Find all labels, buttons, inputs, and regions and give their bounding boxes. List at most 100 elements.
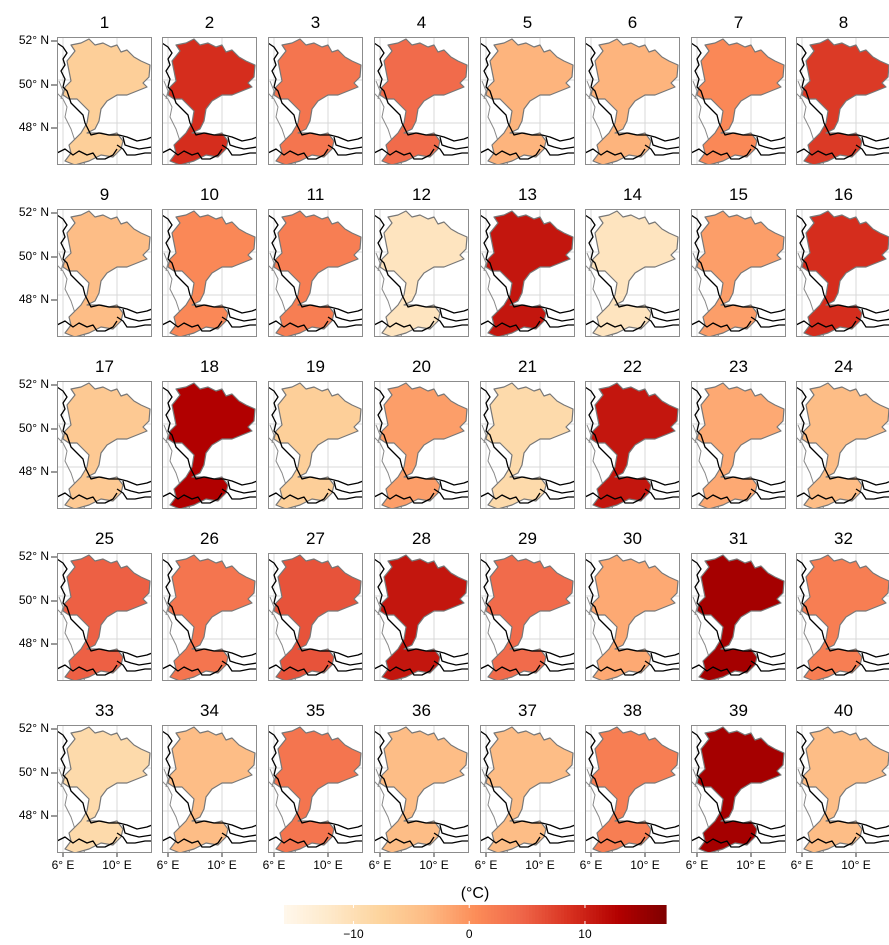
colorbar-segment xyxy=(325,905,330,924)
map-panel: 12 xyxy=(374,185,469,337)
map-panel: 28 xyxy=(374,529,469,681)
colorbar-segment xyxy=(516,905,521,924)
border-line xyxy=(57,730,152,830)
border-line xyxy=(692,80,698,100)
panel-frame xyxy=(268,553,363,681)
temperature-region xyxy=(62,382,151,509)
colorbar-segment xyxy=(382,905,387,924)
map-panel: 30 xyxy=(585,529,680,681)
border-line xyxy=(861,652,889,666)
colorbar-segment xyxy=(650,905,654,924)
y-tick-label: 52° N xyxy=(19,721,49,735)
border-line xyxy=(861,136,889,150)
map-panel: 40 xyxy=(796,701,889,853)
border-line xyxy=(333,480,363,494)
temperature-region xyxy=(696,382,785,509)
border-line xyxy=(439,136,469,150)
colorbar-segment xyxy=(567,905,572,924)
colorbar-segment xyxy=(551,905,556,924)
colorbar-segment xyxy=(513,905,517,924)
border-line xyxy=(227,308,257,322)
border-line xyxy=(269,768,275,788)
colorbar-segment xyxy=(376,905,381,924)
colorbar-segment xyxy=(510,905,514,924)
map-panel: 25 xyxy=(57,529,152,681)
colorbar-segment xyxy=(570,905,575,924)
border-line xyxy=(162,664,223,676)
x-tick-label: 10° E xyxy=(736,858,765,872)
temperature-region xyxy=(801,210,889,337)
border-line xyxy=(57,214,152,314)
border-line xyxy=(796,730,889,830)
colorbar-segment xyxy=(497,905,502,924)
colorbar-segment xyxy=(541,905,546,924)
border-line xyxy=(116,660,152,672)
map-panel: 14 xyxy=(585,185,680,337)
border-line xyxy=(481,80,487,100)
panel-title: 22 xyxy=(623,357,642,376)
colorbar-segment xyxy=(395,905,400,924)
panel-title: 19 xyxy=(306,357,325,376)
x-tick-label: 6° E xyxy=(369,858,392,872)
border-line xyxy=(58,424,64,444)
panel-title: 25 xyxy=(95,529,114,548)
colorbar-segment xyxy=(494,905,498,924)
border-line xyxy=(756,824,786,838)
border-line xyxy=(691,148,752,160)
border-line xyxy=(585,836,646,848)
border-line xyxy=(585,214,680,314)
colorbar-segment xyxy=(583,905,588,924)
map-panel: 34 xyxy=(162,701,257,853)
border-line xyxy=(116,316,152,328)
map-panel: 22 xyxy=(585,357,680,509)
panel-title: 5 xyxy=(523,13,532,32)
border-line xyxy=(691,386,786,486)
border-line xyxy=(539,660,575,672)
colorbar-segment xyxy=(299,905,304,924)
border-line xyxy=(375,80,381,100)
colorbar-segment xyxy=(411,905,416,924)
colorbar-segment xyxy=(420,905,425,924)
colorbar-segment xyxy=(662,905,667,924)
border-line xyxy=(269,596,275,616)
panel-frame xyxy=(57,553,152,681)
colorbar-segment xyxy=(366,905,371,924)
border-line xyxy=(480,664,541,676)
border-line xyxy=(269,252,275,272)
border-line xyxy=(327,488,363,500)
colorbar-segment xyxy=(414,905,419,924)
colorbar-segment xyxy=(634,905,638,924)
border-line xyxy=(163,596,169,616)
border-line xyxy=(162,558,257,658)
colorbar-segment xyxy=(462,905,467,924)
border-line xyxy=(433,660,469,672)
map-panel: 11 xyxy=(268,185,363,337)
colorbar-segment xyxy=(475,905,479,924)
panel-title: 27 xyxy=(306,529,325,548)
map-panel: 13 xyxy=(480,185,575,337)
border-line xyxy=(585,148,646,160)
colorbar-segment xyxy=(468,905,473,924)
border-line xyxy=(861,308,889,322)
y-tick-label: 52° N xyxy=(19,205,49,219)
border-line xyxy=(269,80,275,100)
map-panel: 20 xyxy=(374,357,469,509)
border-line xyxy=(539,832,575,844)
border-line xyxy=(163,424,169,444)
border-line xyxy=(122,652,152,666)
temperature-region xyxy=(62,210,151,337)
colorbar-segment xyxy=(484,905,489,924)
panel-title: 13 xyxy=(518,185,537,204)
colorbar-segment xyxy=(363,905,368,924)
border-line xyxy=(545,824,575,838)
colorbar-segment xyxy=(621,905,626,924)
panel-frame xyxy=(57,209,152,337)
border-line xyxy=(750,832,786,844)
border-line xyxy=(750,144,786,156)
panel-frame xyxy=(268,725,363,853)
temperature-region xyxy=(590,38,679,165)
x-tick-label: 10° E xyxy=(419,858,448,872)
colorbar-segment xyxy=(580,905,584,924)
border-line xyxy=(162,214,257,314)
